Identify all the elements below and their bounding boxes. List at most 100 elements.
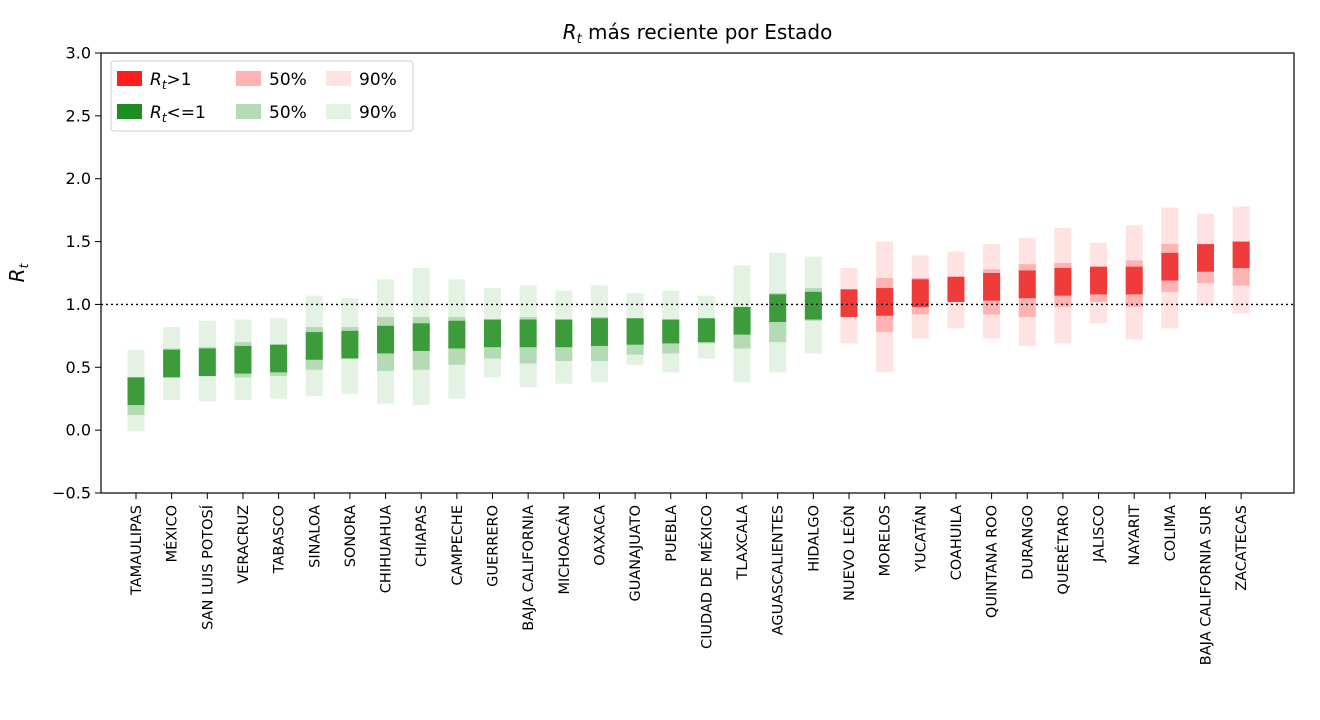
legend-swatch [326, 71, 351, 86]
state-interval-7 [377, 279, 395, 404]
rt-estimate-bar [1161, 252, 1179, 281]
x-category-label: TAMAULIPAS [129, 505, 145, 596]
ylabel-var: R [5, 268, 29, 282]
state-interval-18 [769, 252, 787, 373]
legend-label: 50% [269, 70, 307, 90]
legend-label: Rt<=1 [150, 103, 206, 125]
state-interval-6 [341, 298, 359, 394]
state-interval-1 [163, 327, 181, 400]
rt-estimate-bar [1232, 241, 1250, 268]
y-tick-label: 0.5 [66, 358, 91, 377]
rt-estimate-bar [1125, 266, 1143, 295]
rt-estimate-bar [697, 318, 715, 343]
rt-estimate-bar [662, 319, 680, 344]
legend-swatch [117, 71, 142, 86]
state-interval-26 [1054, 227, 1072, 344]
x-category-label: VERACRUZ [236, 505, 252, 584]
rt-estimate-bar [412, 323, 430, 351]
state-interval-10 [484, 288, 501, 378]
x-category-label: BAJA CALIFORNIA SUR [1199, 505, 1215, 665]
plot-frame [100, 52, 1295, 494]
state-interval-19 [804, 256, 822, 354]
x-category-label: JALISCO [1092, 505, 1108, 563]
title-var: R [563, 20, 577, 44]
rt-estimate-bar [484, 319, 501, 348]
state-interval-2 [198, 320, 216, 402]
rt-estimate-bar [1018, 270, 1036, 299]
rt-estimate-bar [947, 276, 965, 302]
x-category-label: SINALOA [307, 505, 323, 568]
chart-title: Rt más reciente por Estado [563, 20, 833, 47]
legend-label: 90% [359, 70, 397, 90]
x-axis: TAMAULIPAS MÉXICO SAN LUIS POTOSÍ VERACRUZ T… [129, 493, 1250, 665]
rt-estimate-bar [270, 344, 288, 373]
x-category-label: SAN LUIS POTOSÍ [199, 505, 216, 630]
rt-estimate-bar [198, 348, 216, 377]
legend-label: 50% [269, 103, 307, 123]
y-tick-label: 2.5 [66, 106, 91, 125]
state-interval-4 [270, 318, 288, 399]
x-category-label: CHIAPAS [414, 505, 430, 567]
legend-swatch [117, 104, 142, 119]
x-category-label: COAHUILA [949, 505, 965, 580]
y-tick-label: 0.0 [66, 421, 91, 440]
x-category-label: TABASCO [272, 505, 288, 574]
x-category-label: GUERRERO [486, 505, 502, 587]
rt-estimate-bar [769, 294, 787, 323]
state-interval-21 [876, 241, 894, 373]
legend-label-rest: >1 [167, 70, 192, 90]
x-category-label: MORELOS [878, 505, 894, 576]
rt-estimate-bar [163, 349, 181, 378]
state-interval-11 [519, 285, 537, 388]
rt-estimate-bar [305, 332, 323, 360]
rt-estimate-bar [448, 320, 466, 349]
y-axis: −0.5 0.0 0.5 1.0 1.5 2.0 2.5 3.0 [52, 44, 101, 503]
x-category-label: BAJA CALIFORNIA [521, 505, 537, 631]
state-interval-15 [662, 290, 680, 373]
x-category-label: NAYARIT [1127, 505, 1143, 566]
x-category-label: MÉXICO [164, 505, 181, 562]
rt-estimate-bar [733, 306, 751, 335]
ylabel-sub: t [17, 262, 31, 268]
x-category-label: OAXACA [592, 505, 608, 566]
state-interval-29 [1161, 207, 1179, 329]
state-interval-14 [626, 293, 644, 365]
rt-estimate-bar [1090, 266, 1108, 295]
rt-estimate-bar [519, 319, 537, 348]
legend-label-var: R [150, 70, 162, 90]
y-tick-label: 1.5 [66, 232, 91, 251]
state-interval-0 [127, 349, 145, 432]
x-category-label: GUANAJUATO [628, 505, 644, 602]
rt-estimate-bar [804, 291, 822, 320]
x-category-label: YUCATÁN [912, 505, 929, 573]
state-interval-24 [983, 244, 1001, 339]
x-category-label: DURANGO [1020, 505, 1036, 580]
y-tick-label: 1.0 [66, 295, 91, 314]
rt-estimate-bar [127, 377, 145, 405]
rt-estimate-bar [876, 288, 894, 316]
x-category-label: ZACATECAS [1234, 505, 1250, 591]
rt-estimate-bar [234, 345, 252, 374]
state-interval-22 [911, 255, 929, 339]
x-category-label: SONORA [343, 505, 359, 567]
state-interval-3 [234, 319, 252, 400]
state-interval-25 [1018, 237, 1036, 346]
x-category-label: AGUASCALIENTES [771, 505, 787, 635]
legend-swatch [326, 104, 351, 119]
state-interval-16 [697, 295, 715, 359]
title-rest: más reciente por Estado [582, 20, 833, 44]
x-category-label: NUEVO LEÓN [840, 505, 858, 601]
state-interval-23 [947, 251, 965, 329]
y-tick-label: 3.0 [66, 44, 91, 63]
state-interval-31 [1232, 206, 1250, 314]
y-tick-label: −0.5 [52, 484, 91, 503]
state-interval-27 [1090, 242, 1108, 324]
rt-estimate-bar [1054, 267, 1072, 296]
rt-estimate-bar [911, 279, 929, 307]
legend-label-rest: <=1 [167, 103, 206, 123]
state-interval-28 [1125, 225, 1143, 340]
interval-bands [127, 206, 1250, 432]
state-interval-13 [590, 285, 608, 383]
rt-estimate-bar [1197, 244, 1214, 272]
